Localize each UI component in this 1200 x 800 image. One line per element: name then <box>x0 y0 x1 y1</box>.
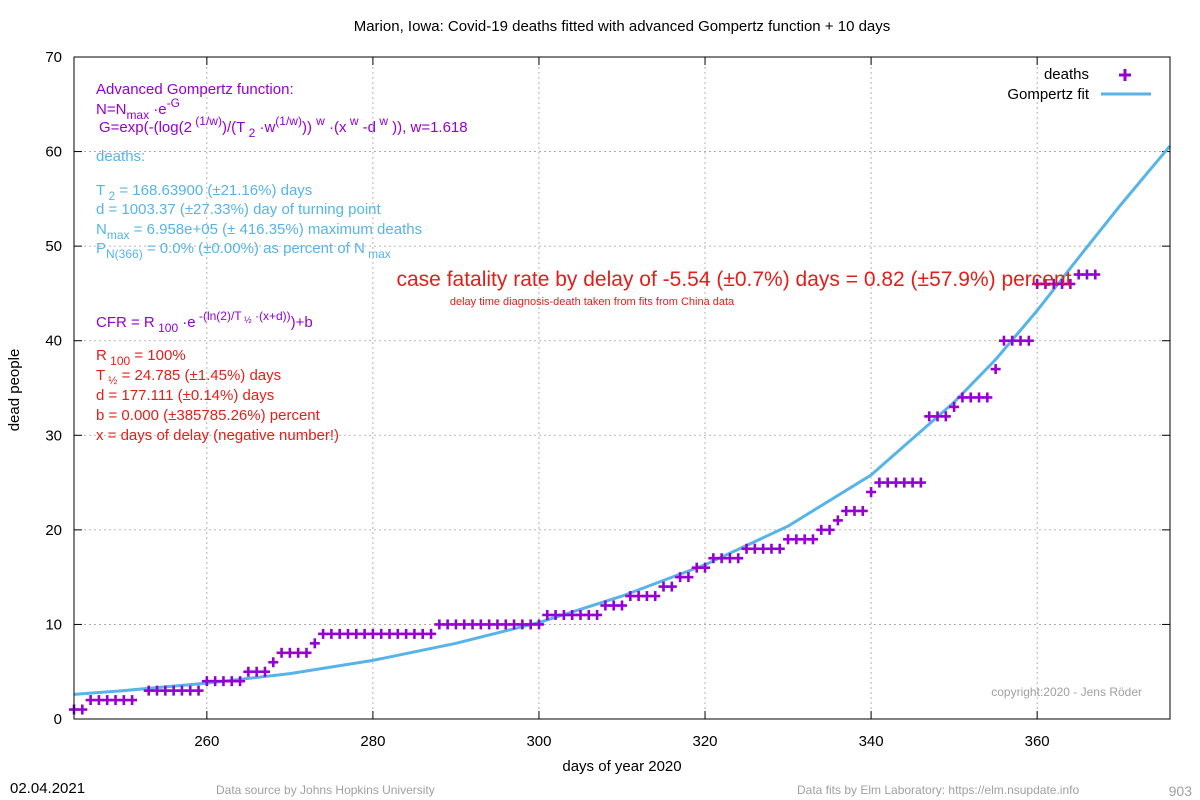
copyright: copyright:2020 - Jens Röder <box>991 685 1142 699</box>
y-tick-label: 10 <box>45 616 62 633</box>
deaths-point <box>832 515 843 526</box>
fit-heading: deaths: <box>96 148 145 165</box>
deaths-point <box>235 676 246 687</box>
cfr-x: x = days of delay (negative number!) <box>96 427 339 444</box>
deaths-point <box>193 685 204 696</box>
fit-d: d = 1003.37 (±27.33%) day of turning poi… <box>96 201 382 218</box>
cfr-thalf: T ½ = 24.785 (±1.45%) days <box>96 367 281 387</box>
legend: deaths Gompertz fit <box>1007 66 1151 103</box>
deaths-point <box>127 695 138 706</box>
deaths-point <box>1023 335 1034 346</box>
deaths-point <box>592 609 603 620</box>
deaths-point <box>733 553 744 564</box>
footer-fits: Data fits by Elm Laboratory: https://elm… <box>797 783 1079 797</box>
grid-lines <box>74 57 1170 719</box>
y-tick-label: 50 <box>45 238 62 255</box>
plot-frame <box>73 56 1171 720</box>
x-axis-label: days of year 2020 <box>562 758 681 775</box>
deaths-point <box>915 477 926 488</box>
cfr-r100: R 100 = 100% <box>96 347 186 368</box>
deaths-point <box>426 628 437 639</box>
deaths-point <box>982 392 993 403</box>
x-axis-ticks: 260 280 300 320 340 360 <box>194 57 1050 750</box>
x-tick-label: 360 <box>1025 733 1050 750</box>
deaths-point <box>940 411 951 422</box>
y-tick-label: 20 <box>45 522 62 539</box>
x-tick-label: 300 <box>526 733 551 750</box>
footer-id: 903 <box>1169 783 1193 799</box>
deaths-point <box>650 591 661 602</box>
y-axis-label: dead people <box>6 349 23 432</box>
deaths-point <box>301 647 312 658</box>
fit-parameters: deaths: T 2 = 168.63900 (±21.16%) days d… <box>96 148 422 261</box>
footer-source: Data source by Johns Hopkins University <box>216 783 435 797</box>
y-tick-label: 60 <box>45 144 62 161</box>
y-tick-label: 30 <box>45 427 62 444</box>
cfr-parameters: R 100 = 100% T ½ = 24.785 (±1.45%) days … <box>96 347 339 444</box>
cfr-subline: delay time diagnosis-death taken from fi… <box>450 296 735 308</box>
deaths-point <box>268 657 279 668</box>
x-tick-label: 260 <box>194 733 219 750</box>
deaths-point <box>617 600 627 611</box>
deaths-point <box>866 487 877 498</box>
chart-title: Marion, Iowa: Covid-19 deaths fitted wit… <box>354 18 891 35</box>
y-axis-ticks: 0 10 20 30 40 50 60 70 <box>45 49 1170 728</box>
deaths-point <box>824 524 835 535</box>
fit-p: PN(366) = 0.0% (±0.00%) as percent of N … <box>96 240 391 261</box>
deaths-point <box>77 704 88 715</box>
deaths-point <box>533 619 544 630</box>
x-tick-label: 280 <box>360 733 385 750</box>
formula-title: Advanced Gompertz function: <box>96 81 294 98</box>
fit-t2: T 2 = 168.63900 (±21.16%) days <box>96 182 312 203</box>
deaths-point <box>683 572 694 583</box>
deaths-point <box>949 401 960 412</box>
cfr-d: d = 177.111 (±0.14%) days <box>96 387 274 404</box>
legend-marker-deaths <box>1119 69 1131 81</box>
deaths-point <box>1065 278 1076 289</box>
deaths-series <box>69 269 1101 715</box>
footer-date: 02.04.2021 <box>10 780 85 797</box>
legend-label-fit: Gompertz fit <box>1007 86 1090 103</box>
x-tick-label: 340 <box>859 733 884 750</box>
fit-nmax: Nmax = 6.958e+05 (± 416.35%) maximum dea… <box>96 221 422 242</box>
y-tick-label: 0 <box>54 711 62 728</box>
y-tick-label: 40 <box>45 333 62 350</box>
y-tick-label: 70 <box>45 49 62 66</box>
x-tick-label: 320 <box>693 733 718 750</box>
cfr-b: b = 0.000 (±385785.26%) percent <box>96 407 321 424</box>
cfr-formula: CFR = R 100 ·e -(ln(2)/T ½ ·(x+d)))+b <box>96 309 313 335</box>
deaths-point <box>990 364 1001 375</box>
deaths-point <box>309 638 320 649</box>
deaths-point <box>259 666 270 677</box>
deaths-point <box>857 505 868 516</box>
legend-label-deaths: deaths <box>1044 66 1089 83</box>
deaths-point <box>700 562 711 573</box>
deaths-point <box>807 534 818 545</box>
deaths-point <box>666 581 677 592</box>
cfr-headline: case fatality rate by delay of -5.54 (±0… <box>397 268 1072 291</box>
deaths-point <box>1090 269 1101 280</box>
deaths-point <box>774 543 785 554</box>
formula-panel: Advanced Gompertz function: N=Nmax ·e-G … <box>96 81 468 140</box>
